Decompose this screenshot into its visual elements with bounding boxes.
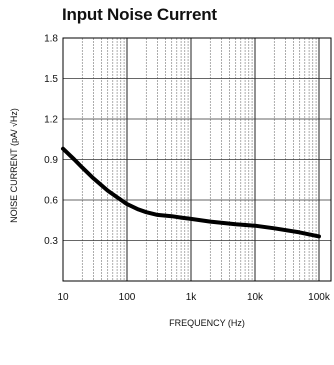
x-tick-labels: 10 100 1k 10k 100k bbox=[57, 292, 330, 303]
plot-frame bbox=[62, 37, 332, 282]
y-tick-labels: 0.3 0.6 0.9 1.2 1.5 1.8 bbox=[44, 34, 58, 248]
y-tick-label: 1.8 bbox=[44, 34, 58, 45]
chart-title: Input Noise Current bbox=[62, 5, 217, 24]
noise-current-series-line bbox=[61, 146, 321, 239]
y-tick-label: 1.5 bbox=[44, 74, 58, 85]
y-tick-label: 0.3 bbox=[44, 236, 58, 247]
grid bbox=[63, 38, 331, 281]
x-tick-label: 10 bbox=[57, 292, 69, 303]
x-tick-label: 1k bbox=[186, 292, 198, 303]
y-tick-label: 0.6 bbox=[44, 196, 58, 207]
y-tick-label: 1.2 bbox=[44, 115, 58, 126]
x-tick-label: 100 bbox=[119, 292, 136, 303]
x-tick-label: 10k bbox=[247, 292, 264, 303]
x-axis-label: FREQUENCY (Hz) bbox=[169, 318, 245, 328]
y-axis-label: NOISE CURRENT (pA/ √Hz) bbox=[9, 108, 19, 223]
series-layer bbox=[61, 146, 321, 239]
y-tick-label: 0.9 bbox=[44, 155, 58, 166]
x-tick-label: 100k bbox=[308, 292, 331, 303]
